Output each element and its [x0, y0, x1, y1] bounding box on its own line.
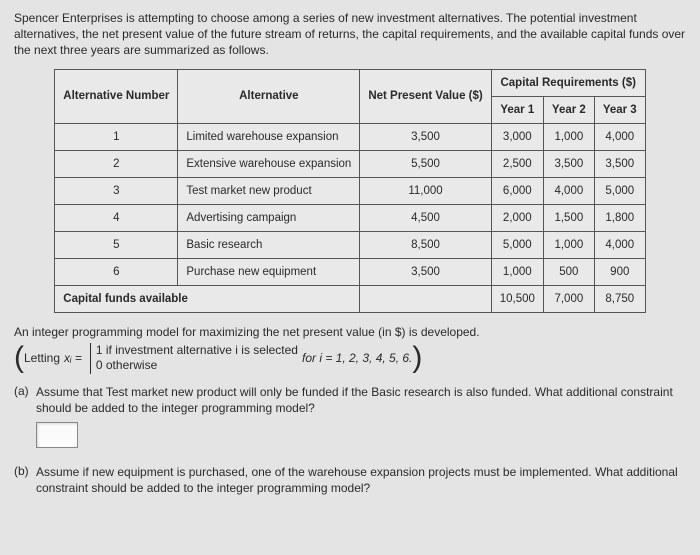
capital-funds-row: Capital funds available 10,500 7,000 8,7… — [55, 285, 645, 312]
col-year3: Year 3 — [594, 96, 645, 123]
col-year2: Year 2 — [543, 96, 594, 123]
question-b: (b) Assume if new equipment is purchased… — [14, 464, 686, 496]
table-row: 3 Test market new product 11,000 6,000 4… — [55, 177, 645, 204]
investment-table: Alternative Number Alternative Net Prese… — [54, 69, 645, 313]
letting-prefix: Letting — [24, 351, 60, 365]
table-row: 1 Limited warehouse expansion 3,500 3,00… — [55, 123, 645, 150]
table-row: 6 Purchase new equipment 3,500 1,000 500… — [55, 258, 645, 285]
paren-open: ( — [14, 343, 24, 373]
question-b-tag: (b) — [14, 464, 36, 478]
table-row: 5 Basic research 8,500 5,000 1,000 4,000 — [55, 231, 645, 258]
model-description: An integer programming model for maximiz… — [14, 325, 686, 339]
question-b-text: Assume if new equipment is purchased, on… — [36, 464, 686, 496]
col-npv: Net Present Value ($) — [360, 69, 491, 123]
paren-close: ) — [412, 343, 422, 373]
case-1: 1 if investment alternative i is selecte… — [96, 343, 298, 357]
col-year1: Year 1 — [491, 96, 543, 123]
table-row: 2 Extensive warehouse expansion 5,500 2,… — [55, 150, 645, 177]
question-a-tag: (a) — [14, 384, 36, 398]
case-2: 0 otherwise — [96, 358, 157, 372]
question-a-text: Assume that Test market new product will… — [36, 384, 686, 416]
answer-input-a[interactable] — [36, 422, 78, 448]
col-alt-number: Alternative Number — [55, 69, 178, 123]
col-alt: Alternative — [178, 69, 360, 123]
variable-definition: ( Letting xᵢ = 1 if investment alternati… — [14, 343, 686, 374]
letting-var: xᵢ = — [64, 351, 82, 365]
for-clause: for i = 1, 2, 3, 4, 5, 6. — [302, 351, 412, 365]
intro-text: Spencer Enterprises is attempting to cho… — [14, 10, 686, 59]
col-cap-req: Capital Requirements ($) — [491, 69, 645, 96]
table-row: 4 Advertising campaign 4,500 2,000 1,500… — [55, 204, 645, 231]
question-a: (a) Assume that Test market new product … — [14, 384, 686, 416]
